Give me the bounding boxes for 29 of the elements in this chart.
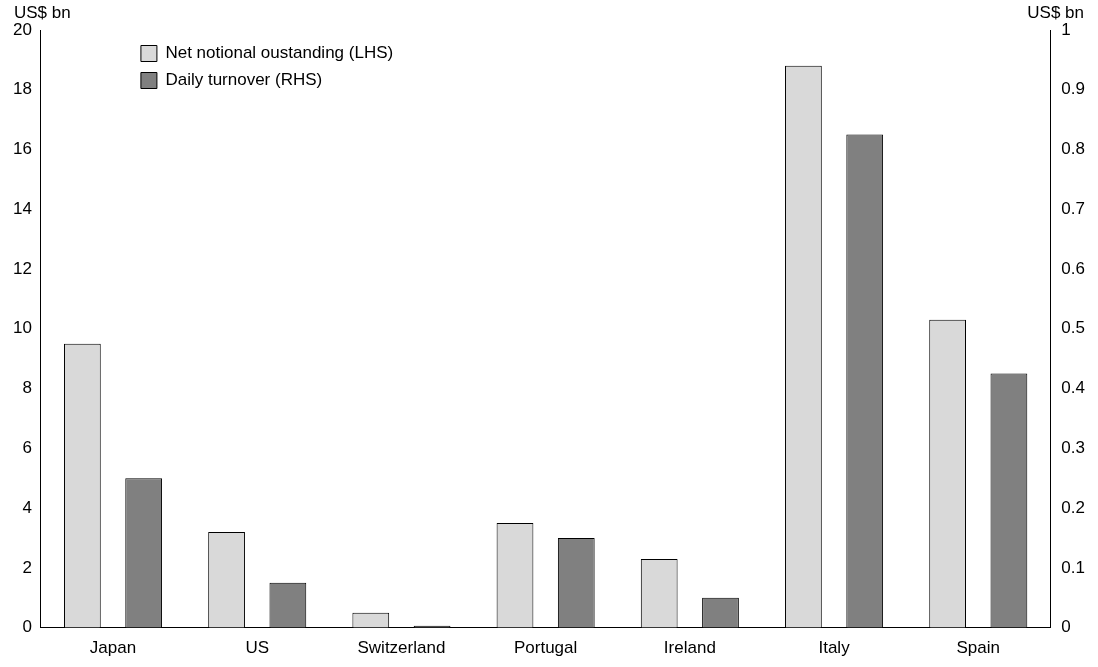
y2-tick-label: 0.3 xyxy=(1061,438,1086,458)
y-tick-label: 14 xyxy=(12,198,32,218)
x-tick-label: Spain xyxy=(956,638,1001,658)
y-tick-label: 18 xyxy=(12,79,32,99)
y2-tick-label: 0 xyxy=(1061,617,1071,637)
y-tick-label: 12 xyxy=(12,258,32,278)
y-tick-label: 10 xyxy=(12,318,32,338)
y-tick-label: 0 xyxy=(22,617,32,637)
y2-tick-label: 0.6 xyxy=(1061,258,1086,278)
y-tick-label: 2 xyxy=(22,557,32,577)
y2-tick-label: 0.7 xyxy=(1061,198,1086,218)
legend-label: Net notional oustanding (LHS) xyxy=(165,43,394,63)
y-tick-label: 16 xyxy=(12,139,32,159)
y2-tick-label: 0.1 xyxy=(1061,557,1086,577)
y2-tick-label: 0.4 xyxy=(1061,378,1086,398)
y2-tick-label: 0.2 xyxy=(1061,497,1086,517)
y2-tick-label: 0.8 xyxy=(1061,139,1086,159)
legend-label: Daily turnover (RHS) xyxy=(165,70,323,90)
y-tick-label: 6 xyxy=(22,438,32,458)
x-tick-label: Italy xyxy=(818,638,851,658)
x-tick-label: US xyxy=(245,638,270,658)
y-tick-label: 4 xyxy=(22,497,32,517)
y2-tick-label: 0.9 xyxy=(1061,79,1086,99)
x-tick-label: Japan xyxy=(89,638,137,658)
x-tick-label: Portugal xyxy=(513,638,578,658)
x-tick-label: Ireland xyxy=(663,638,716,658)
x-tick-label: Switzerland xyxy=(357,638,446,658)
y2-tick-label: 0.5 xyxy=(1061,318,1086,338)
y-tick-label: 8 xyxy=(22,378,32,398)
